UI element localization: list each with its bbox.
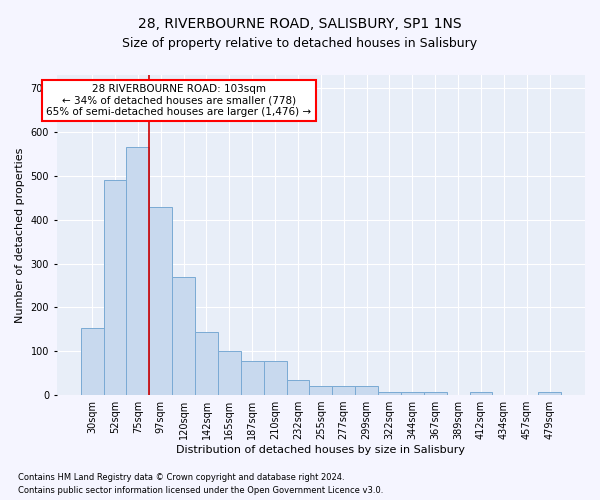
Text: 28 RIVERBOURNE ROAD: 103sqm
← 34% of detached houses are smaller (778)
65% of se: 28 RIVERBOURNE ROAD: 103sqm ← 34% of det…: [46, 84, 311, 117]
Bar: [332, 386, 355, 395]
Bar: [310, 386, 332, 395]
Bar: [287, 380, 310, 395]
Text: Size of property relative to detached houses in Salisbury: Size of property relative to detached ho…: [122, 38, 478, 51]
Y-axis label: Number of detached properties: Number of detached properties: [15, 148, 25, 322]
Bar: [538, 392, 561, 395]
Bar: [195, 332, 218, 395]
Bar: [263, 361, 287, 395]
Bar: [104, 180, 127, 395]
Bar: [81, 328, 104, 395]
Bar: [241, 361, 263, 395]
Text: 28, RIVERBOURNE ROAD, SALISBURY, SP1 1NS: 28, RIVERBOURNE ROAD, SALISBURY, SP1 1NS: [138, 18, 462, 32]
Bar: [424, 392, 446, 395]
X-axis label: Distribution of detached houses by size in Salisbury: Distribution of detached houses by size …: [176, 445, 466, 455]
Text: Contains HM Land Registry data © Crown copyright and database right 2024.: Contains HM Land Registry data © Crown c…: [18, 474, 344, 482]
Bar: [149, 206, 172, 395]
Bar: [378, 392, 401, 395]
Bar: [401, 392, 424, 395]
Bar: [470, 392, 493, 395]
Bar: [127, 148, 149, 395]
Bar: [355, 386, 378, 395]
Bar: [172, 276, 195, 395]
Text: Contains public sector information licensed under the Open Government Licence v3: Contains public sector information licen…: [18, 486, 383, 495]
Bar: [218, 351, 241, 395]
